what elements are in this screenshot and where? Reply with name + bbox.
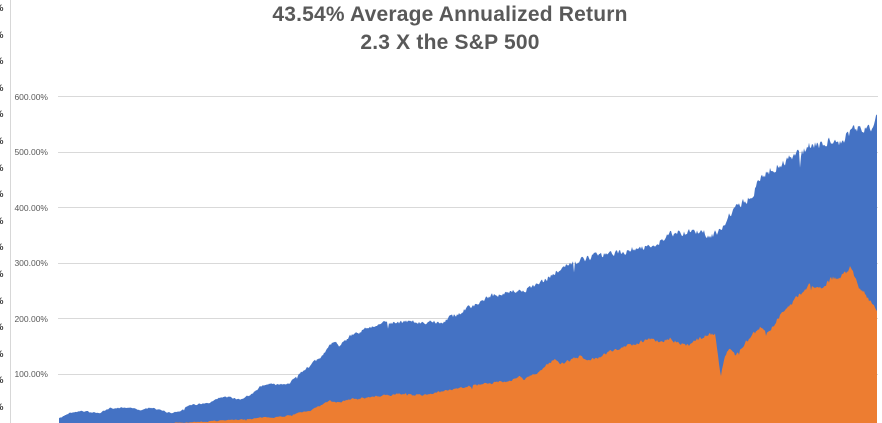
cropped-percent-glyph: % [0,83,5,94]
gridline [58,151,878,153]
chart-title: 43.54% Average Annualized Return 2.3 X t… [30,1,870,57]
cropped-percent-glyph: % [0,163,5,174]
cropped-percent-glyph: % [0,403,5,413]
cropped-percent-glyph: % [0,110,5,120]
cropped-percent-glyph: % [0,349,5,360]
left-border-line [10,0,11,423]
cropped-percent-glyph: % [0,323,5,333]
y-axis-tick-label: 300.00% [14,258,48,269]
cropped-percent-glyph: % [0,30,5,41]
cropped-percent-glyph: % [0,57,5,67]
y-axis-tick-label: 500.00% [14,147,48,158]
cropped-percent-glyph: % [0,137,5,147]
chart-title-line-1: 43.54% Average Annualized Return [272,3,628,26]
cropped-percent-glyph: % [0,243,5,253]
cropped-percent-glyph: % [0,376,5,386]
cropped-percent-glyph: % [0,190,5,200]
cropped-percent-glyph: % [0,4,5,14]
gridline [58,262,878,264]
y-axis-tick-label: 200.00% [14,313,48,324]
y-axis-tick-label: 400.00% [14,202,48,213]
y-axis-tick-label: 600.00% [14,91,48,102]
orange-area-series [170,266,877,423]
gridline [58,207,878,209]
cropped-percent-glyph: % [0,270,5,280]
y-axis-tick-label: 100.00% [14,369,48,380]
cropped-percent-glyph: % [0,216,5,227]
gridline [58,96,878,98]
chart-title-line-2: 2.3 X the S&P 500 [360,31,540,54]
cropped-percent-glyph: % [0,296,5,307]
